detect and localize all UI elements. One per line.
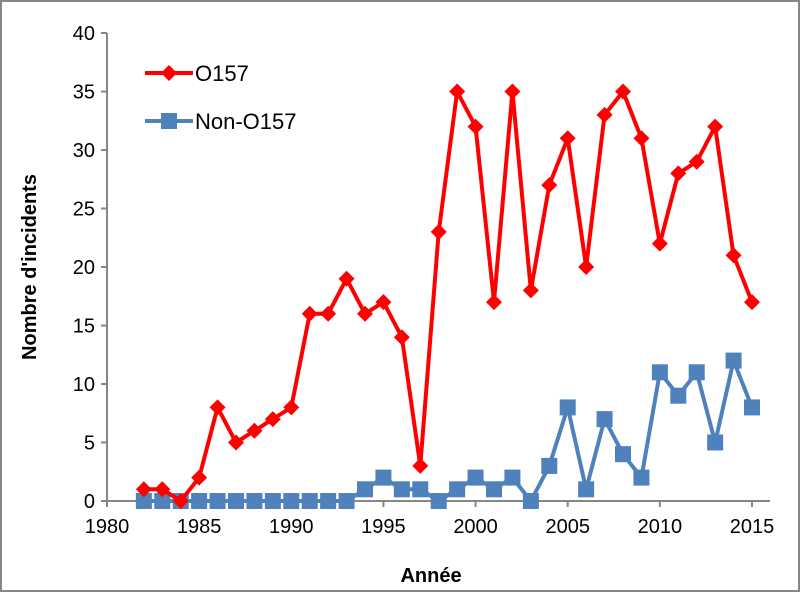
data-point <box>228 493 244 509</box>
data-point <box>744 294 760 311</box>
data-point <box>430 223 447 240</box>
y-tick-label: 15 <box>73 316 95 338</box>
x-tick-label: 1985 <box>177 516 222 538</box>
legend-label: O157 <box>195 61 249 86</box>
y-tick-label: 35 <box>73 82 95 104</box>
legend-label: Non-O157 <box>195 109 297 134</box>
data-point <box>651 235 668 252</box>
data-point <box>688 153 705 170</box>
data-point <box>264 411 281 428</box>
x-axis-label: Année <box>400 565 461 587</box>
data-point <box>135 481 152 498</box>
data-point <box>596 411 613 428</box>
data-point <box>522 493 539 509</box>
y-tick-label: 30 <box>73 140 95 162</box>
data-point <box>209 493 226 509</box>
data-point <box>615 446 631 463</box>
data-point <box>393 329 410 346</box>
data-point <box>559 399 576 416</box>
x-tick-label: 2010 <box>638 516 683 538</box>
data-point <box>467 469 484 486</box>
data-point <box>578 259 595 275</box>
data-point <box>486 294 502 311</box>
data-point <box>633 130 650 147</box>
legend-marker <box>161 65 177 81</box>
y-tick-label: 10 <box>73 374 95 396</box>
data-point <box>412 457 429 474</box>
data-point <box>283 493 300 509</box>
data-point <box>688 364 705 381</box>
data-point <box>320 493 337 509</box>
data-point <box>338 270 355 287</box>
x-tick-label: 1995 <box>361 516 406 538</box>
data-point <box>301 493 318 509</box>
data-point <box>393 481 410 498</box>
data-point <box>670 387 687 404</box>
data-point <box>559 130 576 147</box>
data-point <box>725 352 742 369</box>
x-tick-label: 1980 <box>85 516 130 538</box>
data-point <box>449 481 466 498</box>
data-point <box>154 481 171 498</box>
data-point <box>744 399 760 416</box>
data-point <box>191 493 208 509</box>
data-point <box>357 481 373 498</box>
data-point <box>264 493 281 509</box>
series-line <box>143 358 754 503</box>
data-point <box>725 247 742 264</box>
y-axis-label: Nombre d'incidents <box>19 174 41 360</box>
data-point <box>375 469 392 486</box>
series-non-o157 <box>135 352 760 509</box>
y-tick-label: 40 <box>73 23 95 45</box>
data-point <box>504 83 521 100</box>
data-point <box>633 469 650 486</box>
data-point <box>670 165 687 182</box>
data-point <box>357 305 373 322</box>
data-point <box>375 294 392 311</box>
data-point <box>283 399 300 416</box>
data-point <box>615 83 631 100</box>
x-tick-label: 1990 <box>269 516 314 538</box>
data-point <box>651 364 668 381</box>
data-point <box>191 469 208 486</box>
data-point <box>338 493 355 509</box>
data-point <box>449 83 466 100</box>
x-tick-label: 2015 <box>730 516 775 538</box>
data-point <box>707 118 724 135</box>
data-point <box>172 493 189 509</box>
data-point <box>430 493 447 509</box>
data-point <box>209 399 226 416</box>
data-point <box>522 282 539 299</box>
data-point <box>135 493 152 509</box>
data-point <box>228 434 244 451</box>
data-point <box>467 118 484 135</box>
data-point <box>412 481 429 498</box>
data-point <box>578 481 595 498</box>
y-tick-label: 0 <box>84 491 95 513</box>
legend-marker <box>161 113 177 129</box>
data-point <box>246 493 263 509</box>
series-o157 <box>135 83 760 509</box>
legend: O157 Non-O157 <box>145 61 297 134</box>
y-tick-label: 25 <box>73 199 95 221</box>
series-line <box>143 89 754 503</box>
y-tick-label: 20 <box>73 257 95 279</box>
data-point <box>154 493 171 509</box>
x-tick-label: 2000 <box>453 516 498 538</box>
data-point <box>486 481 502 498</box>
y-tick-label: 5 <box>84 433 95 455</box>
data-point <box>541 177 558 194</box>
data-point <box>504 469 521 486</box>
data-point <box>707 434 724 451</box>
x-tick-label: 2005 <box>545 516 590 538</box>
data-point <box>320 305 337 322</box>
data-point <box>596 106 613 123</box>
data-point <box>301 305 318 322</box>
data-point <box>246 422 263 439</box>
data-point <box>541 457 558 474</box>
